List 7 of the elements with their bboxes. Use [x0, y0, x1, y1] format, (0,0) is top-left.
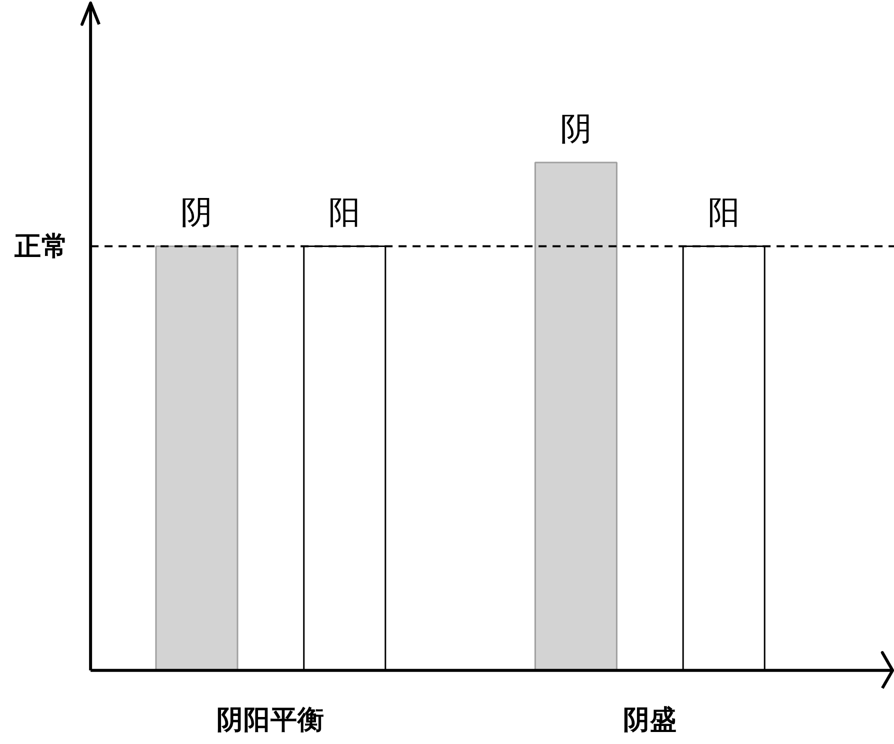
text: 阳: [708, 193, 740, 232]
x-tick-label: 阴盛: [622, 704, 677, 736]
x-tick-label: 阴阳平衡: [216, 704, 325, 736]
text: 阴: [180, 193, 213, 232]
series-label: 阴: [560, 109, 592, 148]
series-label: 阳: [328, 193, 361, 232]
ref-line-label: 正常: [13, 230, 68, 262]
